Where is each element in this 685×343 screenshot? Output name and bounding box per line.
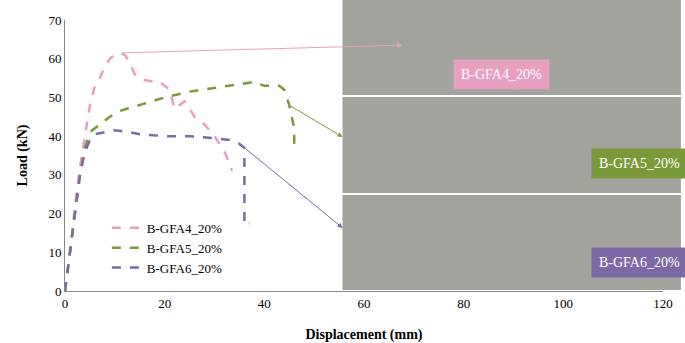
svg-text:Displacement (mm): Displacement (mm) (305, 327, 422, 343)
svg-text:40: 40 (258, 296, 271, 311)
svg-text:20: 20 (48, 206, 61, 221)
svg-text:40: 40 (48, 129, 61, 144)
svg-text:B-GFA5_20%: B-GFA5_20% (599, 156, 680, 171)
svg-text:0: 0 (55, 284, 62, 299)
svg-text:70: 70 (48, 13, 61, 28)
svg-text:100: 100 (554, 296, 574, 311)
svg-text:B-GFA6_20%: B-GFA6_20% (599, 255, 680, 270)
svg-text:10: 10 (48, 245, 61, 260)
svg-text:30: 30 (48, 167, 61, 182)
svg-text:50: 50 (48, 90, 61, 105)
svg-text:60: 60 (48, 51, 61, 66)
svg-text:B-GFA4_20%: B-GFA4_20% (147, 221, 222, 236)
svg-text:B-GFA4_20%: B-GFA4_20% (461, 67, 542, 82)
svg-text:60: 60 (358, 296, 371, 311)
svg-text:B-GFA5_20%: B-GFA5_20% (147, 241, 222, 256)
svg-text:B-GFA6_20%: B-GFA6_20% (147, 261, 222, 276)
svg-text:Load (kN): Load (kN) (15, 124, 31, 186)
svg-text:0: 0 (62, 296, 69, 311)
svg-text:80: 80 (457, 296, 470, 311)
svg-text:20: 20 (158, 296, 171, 311)
svg-text:120: 120 (653, 296, 673, 311)
